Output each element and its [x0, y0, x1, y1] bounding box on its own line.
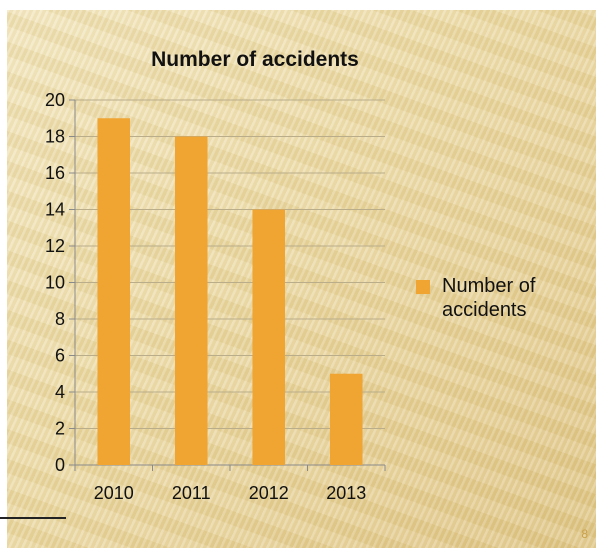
page-number: 8	[581, 527, 588, 541]
x-tick-label: 2013	[326, 483, 366, 503]
y-tick-label: 2	[55, 419, 65, 439]
y-tick-label: 8	[55, 309, 65, 329]
bar-2011	[174, 136, 208, 465]
y-tick-label: 10	[45, 273, 65, 293]
y-tick-label: 14	[45, 200, 65, 220]
bar-2013	[329, 373, 363, 465]
chart-title: Number of accidents	[151, 48, 359, 71]
y-tick-label: 4	[55, 382, 65, 402]
legend-swatch	[416, 280, 430, 294]
x-tick-label: 2010	[94, 483, 134, 503]
bar-2010	[97, 118, 131, 465]
slide-divider-line	[0, 517, 66, 519]
y-tick-label: 16	[45, 163, 65, 183]
legend-label: Number of accidents	[442, 275, 536, 321]
y-tick-label: 0	[55, 455, 65, 475]
y-tick-label: 18	[45, 127, 65, 147]
y-tick-label: 12	[45, 236, 65, 256]
y-tick-label: 6	[55, 346, 65, 366]
y-tick-label: 20	[45, 90, 65, 110]
bar-2012	[252, 209, 286, 465]
x-tick-label: 2012	[249, 483, 289, 503]
x-tick-label: 2011	[172, 483, 211, 503]
